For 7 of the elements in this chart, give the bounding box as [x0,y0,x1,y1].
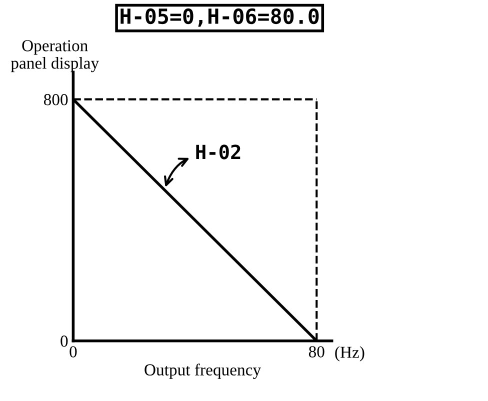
y-axis-title: Operation panel display [10,40,99,72]
annotation: H-02 [196,144,240,160]
chart-title: H-05=0,H-06=80.0 [120,8,319,27]
x-axis-title: Output frequency [144,364,261,379]
y-tick-label: 800 [44,94,68,106]
text: (Hz) [335,346,364,362]
x-tick-label: 80 [308,346,324,358]
